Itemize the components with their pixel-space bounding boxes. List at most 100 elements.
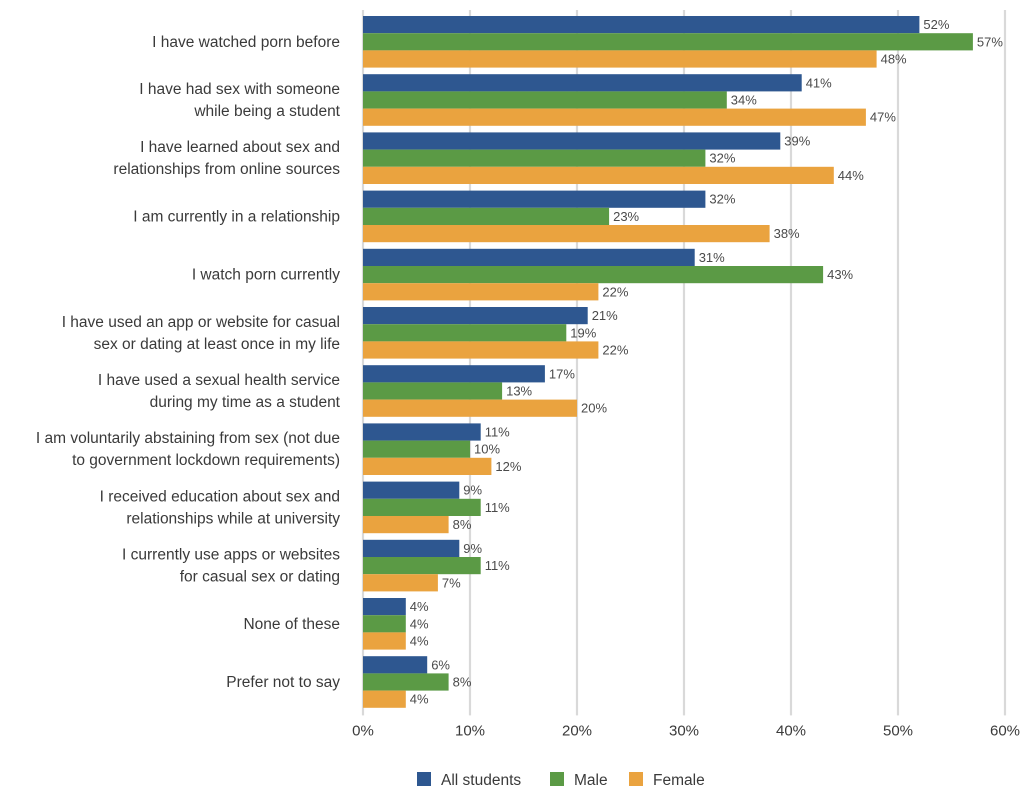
category-label: I received education about sex and [100,488,340,505]
data-label: 9% [463,483,482,498]
bar-all-students [363,539,460,557]
category-label: I have watched porn before [152,34,340,51]
legend: All students Male Female [417,772,705,789]
data-label: 52% [923,17,949,32]
bar-female [363,341,599,359]
legend-swatch [417,772,431,786]
x-tick-label: 30% [669,722,699,739]
bar-all-students [363,481,460,499]
bar-male [363,615,406,633]
bar-all-students [363,423,481,441]
data-label: 23% [613,209,639,224]
bar-male [363,207,610,225]
data-label: 11% [485,558,510,573]
data-label: 4% [410,599,429,614]
category-label: I have had sex with someone [139,81,340,98]
category-label: sex or dating at least once in my life [94,336,340,353]
data-label: 13% [506,384,532,399]
data-label: 31% [699,250,725,265]
category-label: for casual sex or dating [180,569,340,586]
data-label: 41% [806,75,832,90]
data-label: 21% [592,308,618,323]
data-label: 34% [731,93,757,108]
x-tick-label: 20% [562,722,592,739]
x-tick-label: 10% [455,722,485,739]
category-label: while being a student [193,103,340,120]
data-label: 11% [485,500,510,515]
data-label: 4% [410,634,429,649]
data-label: 9% [463,541,482,556]
bar-female [363,632,406,650]
data-label: 4% [410,692,429,707]
data-label: 48% [881,52,907,67]
data-label: 7% [442,575,461,590]
data-label: 17% [549,366,575,381]
bar-all-students [363,74,802,92]
category-label: I currently use apps or websites [122,547,340,564]
category-label: I have learned about sex and [140,139,340,156]
category-label: I have used an app or website for casual [62,314,340,331]
bar-all-students [363,598,406,616]
bar-male [363,33,973,51]
bar-male [363,149,706,167]
category-label: None of these [243,616,340,633]
bar-male [363,266,824,284]
data-label: 32% [709,192,735,207]
bar-all-students [363,190,706,208]
data-label: 57% [977,34,1003,49]
data-label: 44% [838,168,864,183]
data-label: 39% [784,134,810,149]
category-label: Prefer not to say [226,674,340,691]
category-label: during my time as a student [150,394,341,411]
bar-male [363,673,449,691]
gridlines [361,10,1007,716]
bar-male [363,440,470,458]
bar-male [363,557,481,575]
bar-male [363,498,481,516]
data-label: 43% [827,267,853,282]
bar-all-students [363,656,428,674]
bar-male [363,382,503,400]
bar-female [363,574,438,592]
x-tick-label: 50% [883,722,913,739]
x-tick-label: 60% [990,722,1020,739]
data-label: 19% [570,325,596,340]
bar-female [363,225,770,243]
bar-all-students [363,307,588,325]
bar-female [363,399,577,417]
data-label: 11% [485,425,510,440]
x-tick-label: 0% [352,722,374,739]
bar-female [363,50,877,68]
data-label: 47% [870,110,896,125]
data-label: 20% [581,401,607,416]
category-label: I am voluntarily abstaining from sex (no… [36,430,340,447]
data-label: 22% [602,284,628,299]
legend-swatch [550,772,564,786]
legend-label: Male [574,772,608,789]
bar-male [363,91,727,109]
legend-label: Female [653,772,705,789]
data-label: 22% [602,343,628,358]
bar-all-students [363,248,695,266]
data-label: 6% [431,657,450,672]
bar-all-students [363,16,920,34]
x-tick-label: 40% [776,722,806,739]
x-axis-ticks: 0% 10% 20% 30% 40% 50% 60% [352,722,1020,739]
data-label: 38% [774,226,800,241]
bars [363,16,973,708]
data-label: 12% [495,459,521,474]
legend-label: All students [441,772,521,789]
data-labels: 52% 57% 48% 41% 34% 47% 39% 32% 44% 32% 23% 38% 31% 4… [410,17,1004,707]
data-label: 8% [453,675,472,690]
legend-swatch [629,772,643,786]
bar-male [363,324,567,342]
bar-all-students [363,132,781,150]
data-label: 32% [709,151,735,166]
category-label: I have used a sexual health service [98,372,340,389]
bar-female [363,457,492,475]
bar-female [363,690,406,708]
bar-female [363,166,834,184]
bar-female [363,108,866,126]
data-label: 8% [453,517,472,532]
